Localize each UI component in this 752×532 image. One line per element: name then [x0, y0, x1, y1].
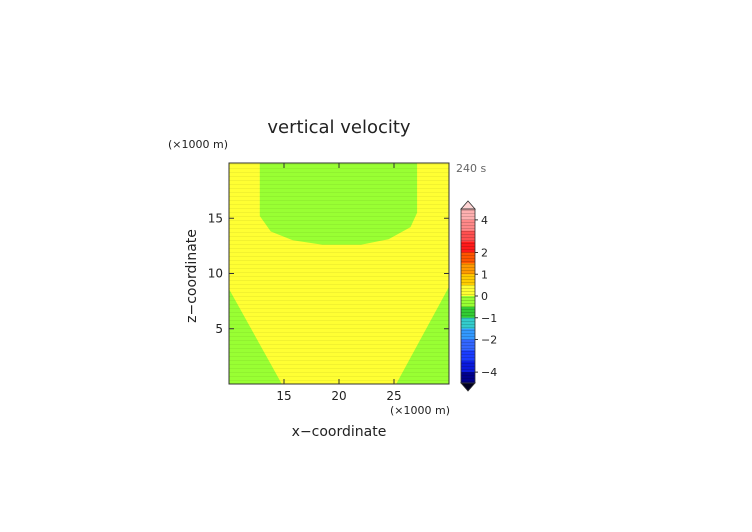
y-unit-label: (×1000 m)	[168, 138, 228, 151]
colorbar-bottom-cap	[460, 382, 476, 392]
colorbar-tick-label: 2	[481, 247, 488, 260]
x-tick-label: 25	[386, 389, 401, 403]
x-unit-label: (×1000 m)	[390, 404, 450, 417]
plot-area	[228, 162, 450, 385]
colorbar-tick-label: 1	[481, 268, 488, 281]
y-tick-label: 15	[208, 211, 223, 225]
colorbar-tick-label: −4	[481, 366, 497, 379]
y-tick-label: 5	[215, 322, 223, 336]
x-axis-ticks: 15 20 25	[276, 163, 402, 403]
y-tick-label: 10	[208, 267, 223, 281]
colorbar-tick-label: −1	[481, 312, 497, 325]
colorbar-tick-label: −2	[481, 334, 497, 347]
y-axis-ticks: 5 10 15	[208, 211, 449, 336]
x-tick-label: 20	[331, 389, 346, 403]
colorbar-tick-label: 0	[481, 290, 488, 303]
colorbar-tick-label: 4	[481, 214, 488, 227]
chart-title: vertical velocity	[267, 117, 411, 138]
time-label: 240 s	[456, 162, 486, 175]
x-tick-label: 15	[276, 389, 291, 403]
colorbar: 4 2 1 0 −1 −2 −4	[460, 200, 497, 392]
colorbar-top-cap	[460, 200, 476, 210]
x-axis-title: x−coordinate	[292, 424, 387, 440]
y-axis-title: z−coordinate	[184, 229, 200, 323]
